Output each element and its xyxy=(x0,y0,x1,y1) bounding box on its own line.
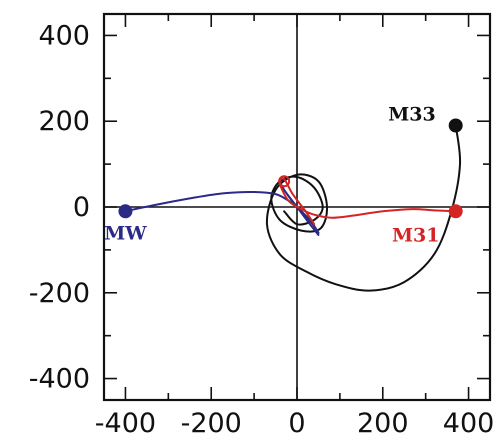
galaxy-marker xyxy=(448,118,463,133)
orbit-line-m31 xyxy=(278,177,457,226)
y-tick-label: 0 xyxy=(73,192,90,223)
tick-labels: -400 -200 0 200 400 -400 -200 0 200 400 xyxy=(29,20,495,439)
y-tick-label: -200 xyxy=(29,278,90,309)
galaxy-markers: MW M31 M33 xyxy=(104,104,463,246)
galaxy-marker xyxy=(278,175,291,188)
x-tick-label: -400 xyxy=(95,408,156,439)
y-tick-label: -400 xyxy=(29,364,90,395)
galaxy-label: M31 xyxy=(392,224,439,246)
x-tick-label: -200 xyxy=(181,408,242,439)
plot-axes xyxy=(102,12,492,402)
galaxy-marker xyxy=(448,204,463,219)
orbit-line-m33 xyxy=(265,124,462,292)
galaxy-label: MW xyxy=(104,222,147,244)
x-tick-label: 200 xyxy=(357,408,409,439)
x-tick-label: 0 xyxy=(288,408,305,439)
y-tick-label: 400 xyxy=(38,20,90,51)
galaxy-label: M33 xyxy=(388,104,435,126)
y-tick-label: 200 xyxy=(38,106,90,137)
galaxy-marker xyxy=(118,204,133,219)
x-tick-label: 400 xyxy=(443,408,495,439)
orbit-line-mw xyxy=(124,180,320,236)
orbit-series xyxy=(124,124,462,292)
